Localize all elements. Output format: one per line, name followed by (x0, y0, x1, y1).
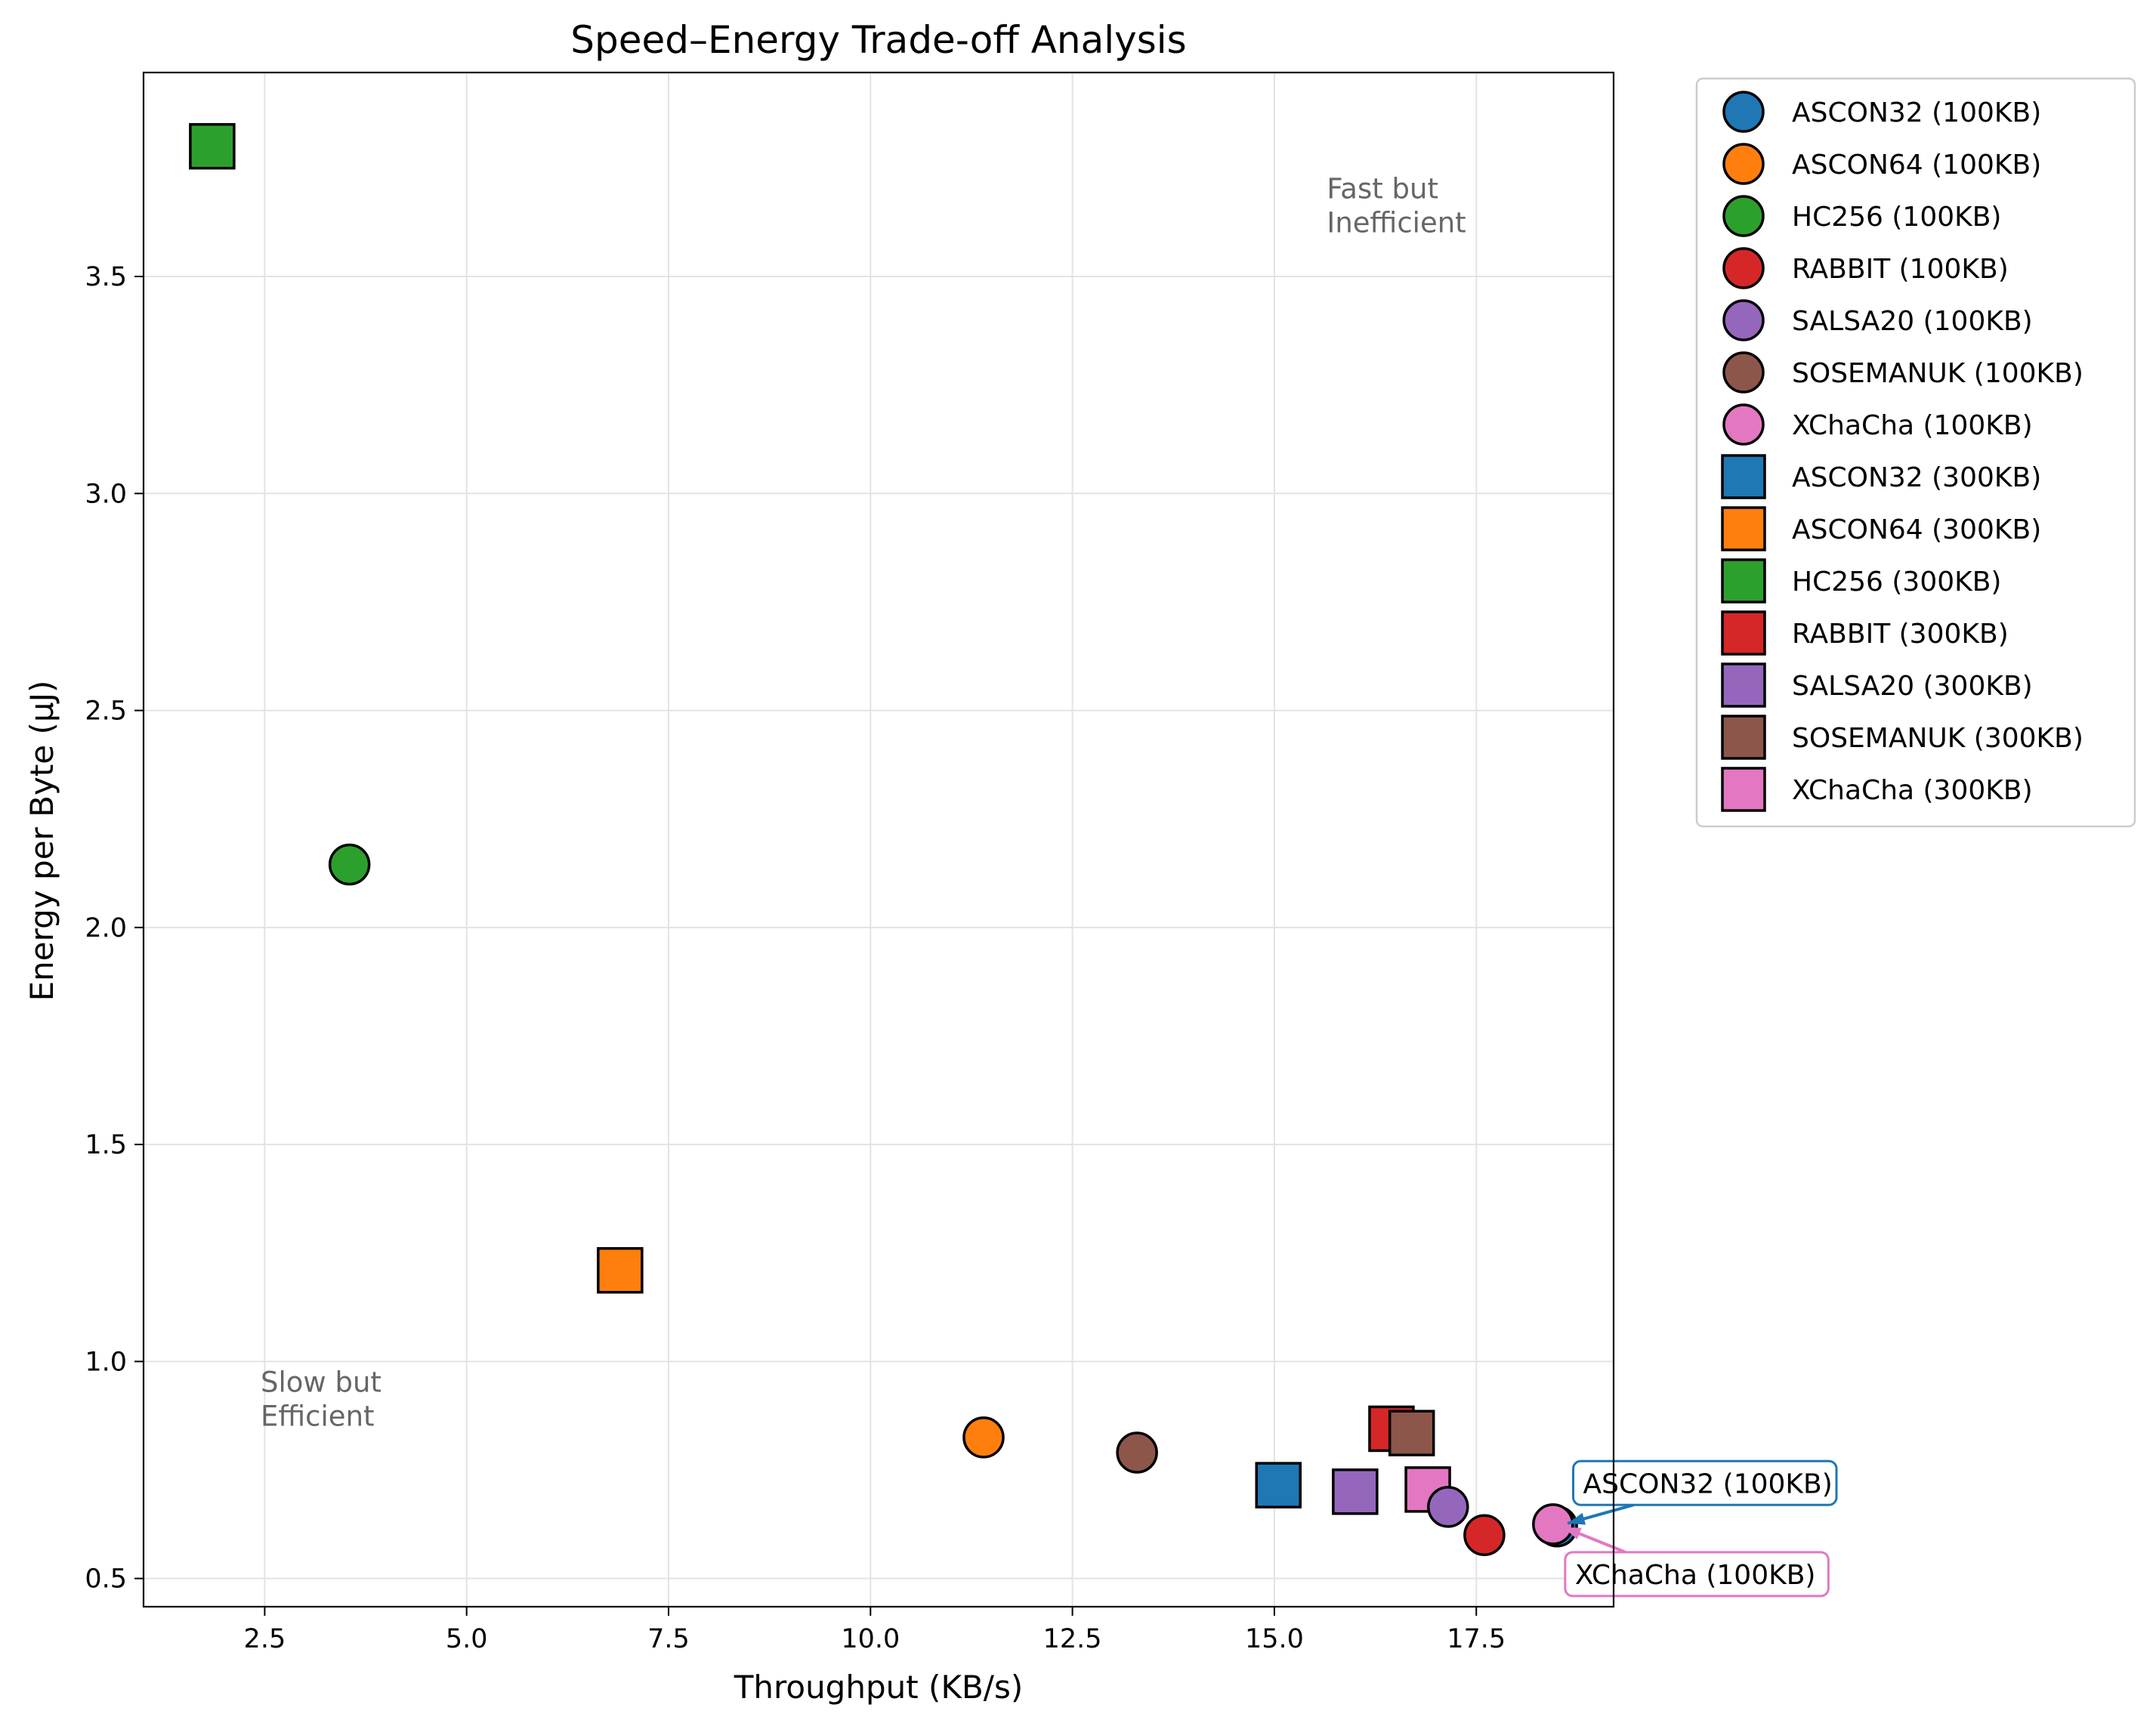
legend-square-marker (1721, 454, 1766, 499)
x-tick-label: 2.5 (244, 1624, 286, 1654)
callouts: ASCON32 (100KB) XChaCha (100KB) (1563, 1459, 1838, 1598)
legend-entry-label: XChaCha (100KB) (1792, 410, 2033, 441)
legend-entry-label: ASCON64 (100KB) (1792, 150, 2041, 181)
legend-circle-marker (1722, 143, 1765, 185)
axis-ticks: 2.5 5.0 7.5 10.0 12.5 15.0 17.5 0.5 1.0 1.5 2.0 2.5… (85, 262, 1506, 1654)
callout-box (1564, 1551, 1830, 1598)
x-tick-label: 12.5 (1043, 1624, 1102, 1654)
callout-arrowhead (1563, 1527, 1582, 1539)
legend-entry-label: SALSA20 (100KB) (1792, 306, 2033, 337)
x-tick-label: 15.0 (1245, 1624, 1304, 1654)
legend-entry-label: XChaCha (300KB) (1792, 775, 2033, 806)
region-annotations: Fast but Inefficient Slow but Efficient (261, 173, 1466, 1433)
marker-xchacha-100kb (1532, 1503, 1574, 1546)
legend-circle-marker (1722, 195, 1765, 237)
region-annotation: Fast but Inefficient (1327, 173, 1466, 239)
data-markers (189, 122, 1578, 1556)
legend-box (1695, 77, 2136, 828)
x-tick-label: 10.0 (841, 1624, 900, 1654)
legend: ASCON32 (100KB) ASCON64 (100KB) HC256 (100… (1695, 77, 2136, 828)
callout-box (1572, 1459, 1838, 1506)
plot-frame (142, 71, 1615, 1608)
callout-label: XChaCha (100KB) (1575, 1560, 1816, 1591)
y-tick-label: 3.5 (85, 262, 127, 292)
legend-square-marker (1721, 506, 1766, 551)
callout-arrowhead (1568, 1512, 1586, 1525)
marker-sosemanuk-300kb (1388, 1410, 1435, 1456)
legend-square-marker (1721, 558, 1766, 604)
marker-sosemanuk-100kb (1116, 1431, 1158, 1474)
x-tick-label: 5.0 (446, 1624, 488, 1654)
legend-circle-marker (1722, 247, 1765, 289)
legend-entry-label: SOSEMANUK (300KB) (1792, 723, 2083, 754)
marker-hc256-100kb (328, 843, 371, 886)
legend-entry-label: RABBIT (100KB) (1792, 254, 2009, 285)
legend-square-marker (1721, 662, 1766, 708)
callout-label: ASCON32 (100KB) (1583, 1468, 1833, 1499)
marker-ascon32-300kb (1255, 1462, 1302, 1508)
marker-ascon64-100kb (962, 1416, 1005, 1459)
legend-entry-label: HC256 (300KB) (1792, 567, 2001, 598)
grid (144, 73, 1614, 1607)
legend-entry-label: ASCON64 (300KB) (1792, 514, 2041, 545)
marker-salsa20-300kb (1332, 1468, 1379, 1515)
legend-entry-label: ASCON32 (100KB) (1792, 97, 2041, 128)
legend-entry-label: RABBIT (300KB) (1792, 619, 2009, 650)
x-tick-label: 7.5 (647, 1624, 690, 1654)
y-axis-label: Energy per Byte (μJ) (23, 681, 60, 1002)
region-annotation: Slow but Efficient (261, 1366, 381, 1433)
marker-rabbit-100kb (1463, 1514, 1506, 1556)
y-tick-label: 3.0 (85, 479, 127, 509)
legend-circle-marker (1722, 403, 1765, 446)
legend-square-marker (1721, 715, 1766, 760)
x-axis-label: Throughput (KB/s) (734, 1669, 1023, 1706)
legend-circle-marker (1722, 299, 1765, 341)
marker-ascon64-300kb (597, 1246, 644, 1294)
legend-entry-label: SOSEMANUK (100KB) (1792, 358, 2083, 389)
y-tick-label: 0.5 (85, 1564, 127, 1595)
legend-entry-label: HC256 (100KB) (1792, 202, 2001, 233)
legend-circle-marker (1722, 351, 1765, 394)
marker-hc256-300kb (189, 122, 236, 170)
x-tick-label: 17.5 (1447, 1624, 1506, 1654)
y-tick-label: 2.0 (85, 913, 127, 943)
legend-square-marker (1721, 767, 1766, 812)
chart-title: Speed–Energy Trade-off Analysis (570, 18, 1186, 62)
y-tick-label: 2.5 (85, 696, 127, 727)
y-tick-label: 1.0 (85, 1347, 127, 1377)
marker-salsa20-100kb (1427, 1486, 1469, 1528)
legend-entry-label: SALSA20 (300KB) (1792, 671, 2033, 702)
legend-circle-marker (1722, 91, 1765, 133)
legend-entry-label: ASCON32 (300KB) (1792, 462, 2041, 493)
y-tick-label: 1.5 (85, 1130, 127, 1160)
legend-square-marker (1721, 610, 1766, 656)
